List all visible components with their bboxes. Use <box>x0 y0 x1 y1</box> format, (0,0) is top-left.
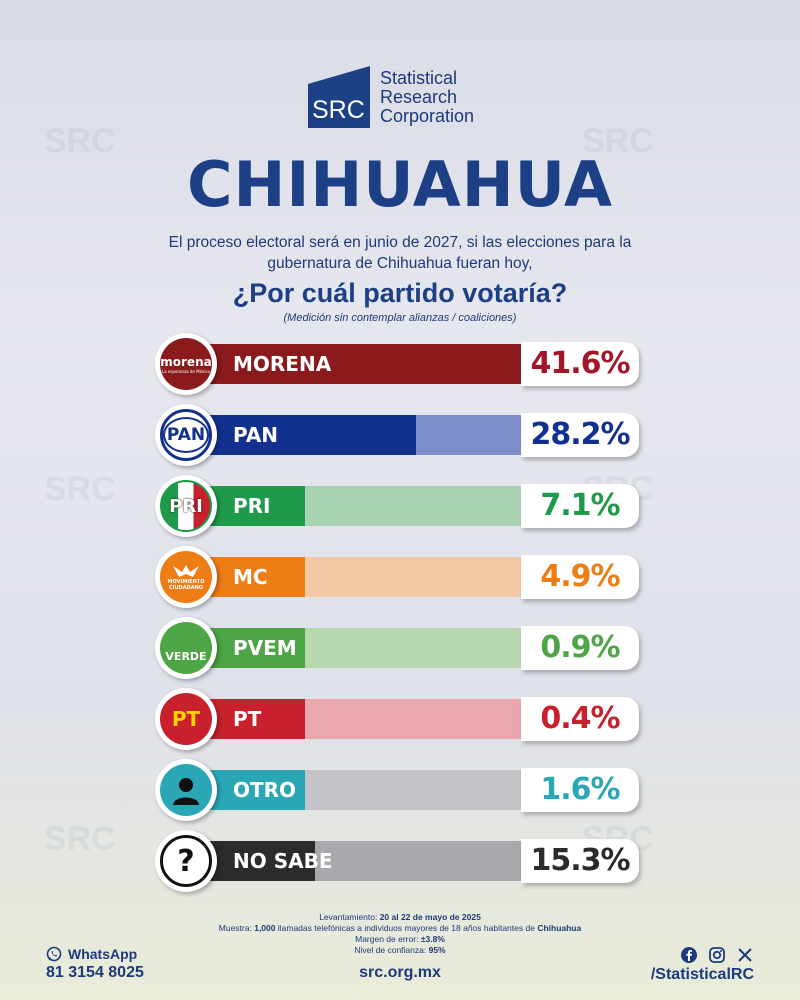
bar-category-label: MC <box>233 565 268 589</box>
muestra-line: Muestra: 1,000 llamadas telefónicas a in… <box>0 923 800 934</box>
levantamiento-value: 20 al 22 de mayo de 2025 <box>379 912 481 922</box>
bar-row: PRI 7.1% PRI <box>155 475 640 537</box>
bar-value-label: 28.2% <box>521 413 639 457</box>
confianza-label: Nivel de confianza: <box>354 945 427 955</box>
page-title: CHIHUAHUA <box>186 148 614 221</box>
party-icon-frame <box>155 759 217 821</box>
logo-line-2: Research <box>380 86 458 107</box>
levantamiento-label: Levantamiento: <box>319 912 378 922</box>
party-icon-frame: morena La esperanza de México <box>155 333 217 395</box>
whatsapp-label: WhatsApp <box>68 946 138 962</box>
question-icon: ? <box>160 835 212 887</box>
confianza-value: 95% <box>428 945 446 955</box>
muestra-place: Chihuahua <box>537 923 582 933</box>
pt-logo-text: PT <box>171 707 201 731</box>
src-logo-letters: SRC <box>312 96 365 124</box>
person-icon <box>160 764 212 816</box>
pt-logo: PT <box>160 693 212 745</box>
instagram-icon[interactable] <box>708 946 726 964</box>
src-logo-graphic: SRC <box>308 66 370 128</box>
whatsapp-number: 81 3154 8025 <box>46 964 144 981</box>
bar-category-label: MORENA <box>233 352 332 376</box>
src-logo-mark: SRC <box>308 66 374 128</box>
margen-label: Margen de error: <box>355 934 419 944</box>
bar-value-label: 0.4% <box>521 697 639 741</box>
bar-value-label: 1.6% <box>521 768 639 812</box>
src-logo-name: Statistical Research Corporation <box>380 67 475 126</box>
social-handle[interactable]: /StatisticalRC <box>650 966 754 983</box>
facebook-icon[interactable] <box>680 946 698 964</box>
bar-row: NO SABE 15.3%? <box>155 830 640 892</box>
bar-category-label: PVEM <box>233 636 297 660</box>
verde-logo-text: VERDE <box>165 649 207 663</box>
survey-question: ¿Por cuál partido votaría? <box>232 278 568 308</box>
website-link[interactable]: src.org.mx <box>359 964 441 981</box>
x-icon[interactable] <box>736 946 754 964</box>
muestra-text: llamadas telefónicas a individuos mayore… <box>277 923 535 933</box>
whatsapp-header: WhatsApp <box>46 946 144 962</box>
pri-logo-text: PRI <box>169 495 203 517</box>
bar-row: MORENA 41.6% morena La esperanza de México <box>155 333 640 395</box>
party-icon-frame: ? <box>155 830 217 892</box>
mc-logo-text-2: CIUDADANO <box>168 585 204 591</box>
margen-line: Margen de error: ±3.8% <box>0 934 800 945</box>
bar-value-label: 4.9% <box>521 555 639 599</box>
bar-row: PAN 28.2% PAN <box>155 404 640 466</box>
logo-line-3: Corporation <box>380 105 475 126</box>
party-icon-frame: VERDE <box>155 617 217 679</box>
bar-value-label: 15.3% <box>521 839 639 883</box>
logo-line-1: Statistical <box>380 67 458 88</box>
margen-value: ±3.8% <box>420 934 445 944</box>
levantamiento-line: Levantamiento: 20 al 22 de mayo de 2025 <box>0 912 800 923</box>
social-icons <box>651 946 754 964</box>
morena-logo: morena La esperanza de México <box>160 338 212 390</box>
bar-category-label: OTRO <box>233 778 297 802</box>
intro-text: El proceso electoral será en junio de 20… <box>168 234 632 272</box>
pan-logo: PAN <box>160 409 212 461</box>
methodology-note: (Medición sin contemplar alianzas / coal… <box>283 312 517 324</box>
question-mark: ? <box>177 843 195 879</box>
bar <box>195 344 521 384</box>
confianza-line: Nivel de confianza: 95% <box>0 945 800 956</box>
bar-category-label: PT <box>233 707 262 731</box>
mc-logo: MOVIMIENTO CIUDADANO <box>160 551 212 603</box>
bar-value-label: 7.1% <box>521 484 639 528</box>
bar-row: OTRO 1.6% <box>155 759 640 821</box>
bar-value-label: 0.9% <box>521 626 639 670</box>
muestra-label: Muestra: <box>218 923 252 933</box>
social-links: /StatisticalRC <box>651 946 754 984</box>
morena-logo-text: morena <box>160 354 212 369</box>
party-icon-frame: PAN <box>155 404 217 466</box>
muestra-count: 1,000 <box>254 923 276 933</box>
src-logo: SRC Statistical Research Corporation <box>308 66 474 128</box>
morena-tagline: La esperanza de México <box>161 368 211 374</box>
bar-value-label: 41.6% <box>521 342 639 386</box>
eagle-icon <box>173 565 199 577</box>
person-silhouette-icon <box>173 778 199 805</box>
whatsapp-contact[interactable]: WhatsApp 81 3154 8025 <box>46 946 144 982</box>
whatsapp-icon <box>46 946 62 962</box>
bar-row: MC 4.9% MOVIMIENTO CIUDADANO <box>155 546 640 608</box>
bar-category-label: PAN <box>233 423 279 447</box>
party-icon-frame: MOVIMIENTO CIUDADANO <box>155 546 217 608</box>
pri-logo: PRI <box>160 480 212 532</box>
bar-category-label: PRI <box>233 494 271 518</box>
bar <box>195 415 416 455</box>
bar-row: PVEM 0.9% VERDE <box>155 617 640 679</box>
party-icon-frame: PRI <box>155 475 217 537</box>
survey-details: Levantamiento: 20 al 22 de mayo de 2025 … <box>0 912 800 956</box>
party-icon-frame: PT <box>155 688 217 750</box>
bar-category-label: NO SABE <box>233 849 333 873</box>
pan-logo-text: PAN <box>162 417 210 453</box>
mc-logo-text-1: MOVIMIENTO <box>167 579 205 585</box>
bar-row: PT 0.4% PT <box>155 688 640 750</box>
verde-logo: VERDE <box>160 622 212 674</box>
